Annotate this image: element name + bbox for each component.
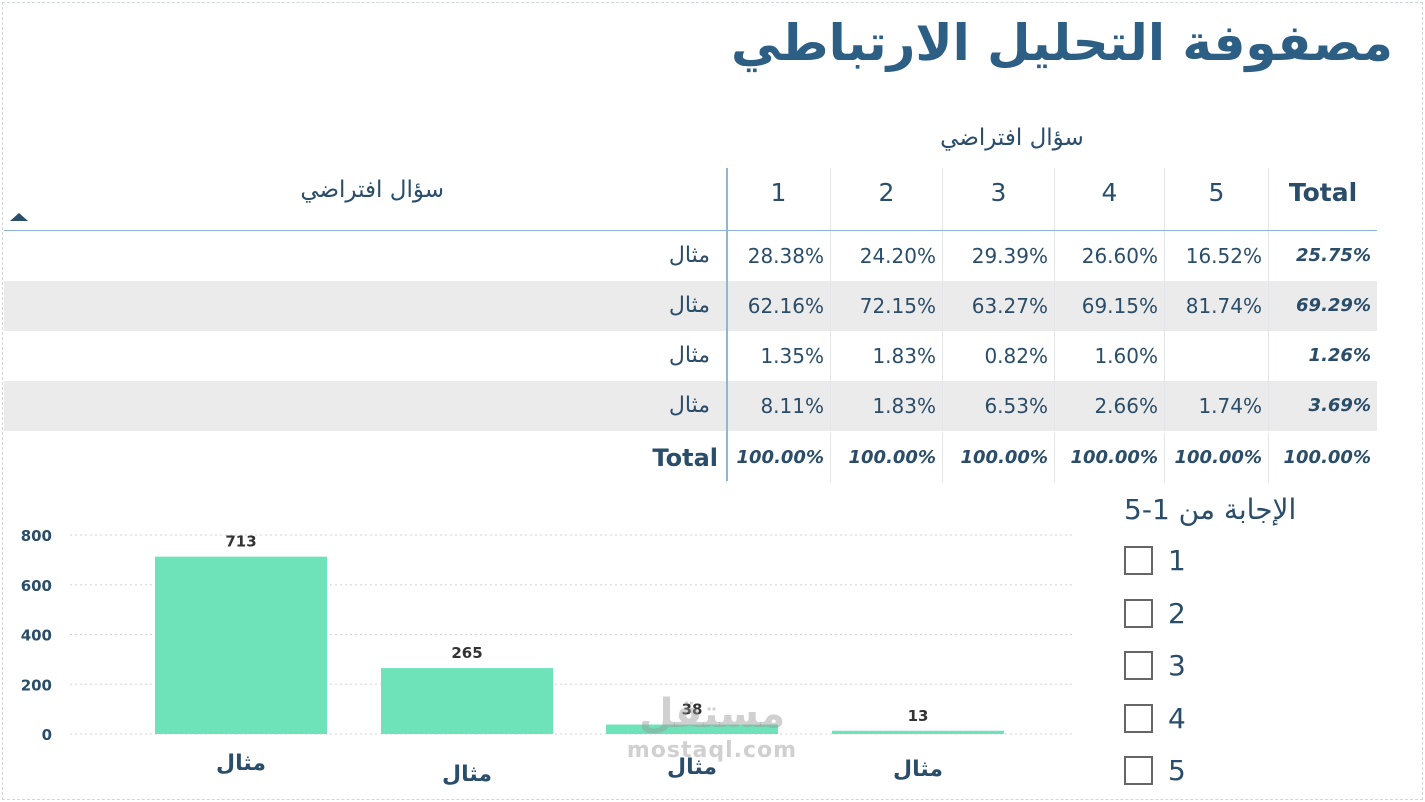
y-tick-label: 0 — [42, 726, 52, 744]
column-header[interactable]: 3 — [942, 168, 1054, 230]
x-tick-label: مثال — [216, 751, 266, 776]
row-label: مثال — [668, 393, 710, 418]
total-cell: 100.00% — [942, 433, 1054, 483]
bar-chart-svg: 0 200 400 600 800 713 مثال 265 مثال 38 مثال 13 مثال — [21, 527, 1075, 787]
correlation-matrix: سؤال افتراضي 1 2 3 4 5 Total سؤال افتراض… — [4, 125, 1377, 485]
table-cell: 26.60% — [1054, 231, 1164, 281]
table-cell: 29.39% — [942, 231, 1054, 281]
sort-ascending-icon[interactable] — [10, 213, 28, 221]
slicer-option[interactable]: 5 — [1122, 753, 1242, 793]
slicer-option[interactable]: 4 — [1122, 701, 1242, 741]
column-header[interactable]: 5 — [1164, 168, 1268, 230]
row-total-cell: 25.75% — [1268, 231, 1377, 281]
column-header[interactable]: 4 — [1054, 168, 1164, 230]
row-label: مثال — [668, 293, 710, 318]
answer-slicer: الإجابة من 1-5 1 2 3 4 5 — [1118, 493, 1418, 798]
table-cell: 1.60% — [1054, 331, 1164, 381]
bar — [381, 668, 553, 734]
table-cell: 1.83% — [830, 381, 942, 431]
slicer-option[interactable]: 3 — [1122, 648, 1242, 688]
checkbox[interactable] — [1124, 756, 1153, 785]
total-cell: 100.00% — [726, 433, 830, 483]
matrix-header-row: 1 2 3 4 5 Total — [4, 168, 1377, 231]
table-total-row: Total 100.00% 100.00% 100.00% 100.00% 100.00%… — [4, 433, 1377, 483]
column-header-total[interactable]: Total — [1268, 168, 1377, 230]
data-label: 713 — [225, 533, 256, 551]
table-cell: 1.35% — [726, 331, 830, 381]
row-header-label: سؤال افتراضي — [300, 177, 444, 203]
table-cell: 24.20% — [830, 231, 942, 281]
table-cell: 62.16% — [726, 281, 830, 331]
data-label: 38 — [682, 701, 703, 719]
table-cell: 72.15% — [830, 281, 942, 331]
x-tick-label: مثال — [667, 755, 717, 780]
row-header-divider — [726, 168, 728, 481]
slicer-option-label: 4 — [1168, 701, 1186, 735]
total-cell: 100.00% — [1054, 433, 1164, 483]
slicer-option-label: 5 — [1168, 754, 1186, 787]
table-cell: 69.15% — [1054, 281, 1164, 331]
row-label: مثال — [668, 243, 710, 268]
row-total-cell: 69.29% — [1268, 281, 1377, 331]
table-cell: 0.82% — [942, 331, 1054, 381]
slicer-option-label: 2 — [1168, 596, 1186, 630]
table-row[interactable]: مثال 62.16% 72.15% 63.27% 69.15% 81.74% 69.29% — [4, 281, 1377, 331]
table-cell: 1.74% — [1164, 381, 1268, 431]
checkbox[interactable] — [1124, 598, 1153, 628]
bar — [606, 724, 778, 734]
checkbox[interactable] — [1124, 703, 1153, 733]
table-cell: 81.74% — [1164, 281, 1268, 331]
table-cell: 8.11% — [726, 381, 830, 431]
total-row-label: Total — [652, 444, 718, 472]
table-cell: 16.52% — [1164, 231, 1268, 281]
column-group-header: سؤال افتراضي — [940, 125, 1084, 151]
checkbox[interactable] — [1124, 546, 1153, 575]
row-label: مثال — [668, 343, 710, 368]
y-tick-label: 600 — [21, 577, 52, 595]
table-cell: 2.66% — [1054, 381, 1164, 431]
bar — [155, 556, 327, 734]
bar — [832, 730, 1004, 734]
table-cell: 1.83% — [830, 331, 942, 381]
y-tick-label: 800 — [21, 527, 52, 545]
page-title: مصفوفة التحليل الارتباطي — [730, 14, 1393, 72]
table-row[interactable]: مثال 28.38% 24.20% 29.39% 26.60% 16.52% 25.75% — [4, 231, 1377, 281]
row-header[interactable]: سؤال افتراضي — [4, 173, 726, 221]
bar-chart: 0 200 400 600 800 713 مثال 265 مثال 38 مثال 13 مثال — [0, 515, 1080, 800]
x-tick-label: مثال — [442, 762, 492, 787]
table-cell — [1164, 331, 1268, 381]
slicer-option-label: 1 — [1168, 544, 1186, 577]
slicer-title: الإجابة من 1-5 — [1124, 493, 1297, 526]
table-cell: 6.53% — [942, 381, 1054, 431]
slicer-option[interactable]: 2 — [1122, 596, 1242, 636]
slicer-option[interactable]: 1 — [1122, 543, 1242, 583]
slicer-option-label: 3 — [1168, 649, 1186, 682]
x-tick-label: مثال — [893, 757, 943, 782]
table-row[interactable]: مثال 1.35% 1.83% 0.82% 1.60% 1.26% — [4, 331, 1377, 381]
row-total-cell: 3.69% — [1268, 381, 1377, 431]
total-cell: 100.00% — [1164, 433, 1268, 483]
data-label: 13 — [908, 707, 929, 725]
y-tick-label: 200 — [21, 676, 52, 694]
total-cell: 100.00% — [830, 433, 942, 483]
checkbox[interactable] — [1124, 651, 1153, 680]
total-cell: 100.00% — [1268, 433, 1377, 483]
column-header[interactable]: 1 — [726, 168, 830, 230]
column-header[interactable]: 2 — [830, 168, 942, 230]
table-cell: 63.27% — [942, 281, 1054, 331]
y-tick-label: 400 — [21, 627, 52, 645]
data-label: 265 — [451, 644, 482, 662]
row-total-cell: 1.26% — [1268, 331, 1377, 381]
table-cell: 28.38% — [726, 231, 830, 281]
table-row[interactable]: مثال 8.11% 1.83% 6.53% 2.66% 1.74% 3.69% — [4, 381, 1377, 431]
